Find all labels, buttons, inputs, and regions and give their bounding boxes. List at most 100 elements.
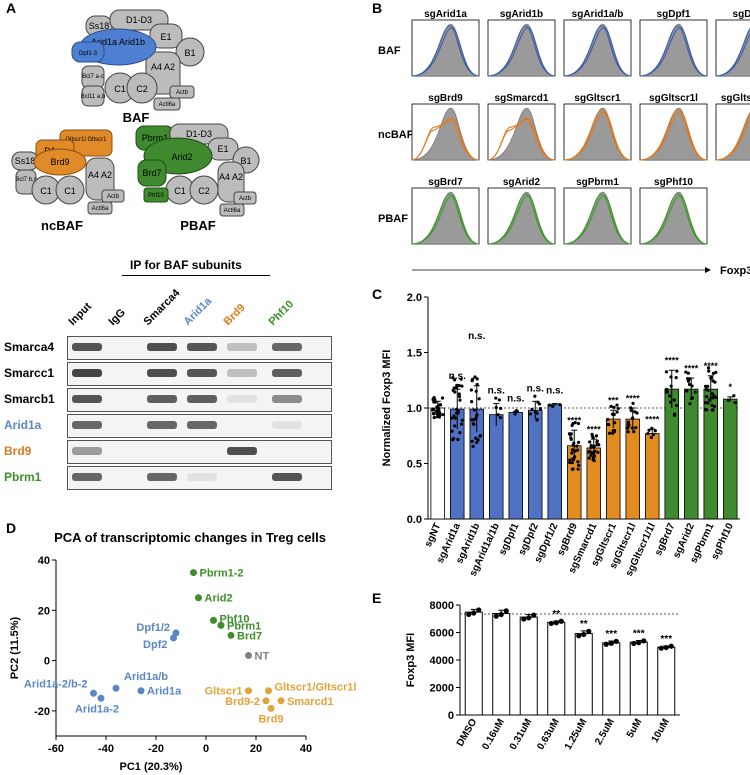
- c-data-point: [458, 398, 462, 402]
- e-data-point: [576, 633, 582, 639]
- blot-band: [187, 421, 217, 429]
- hist-sample-curve: [639, 27, 708, 77]
- c-data-point: [474, 436, 478, 440]
- c-data-point: [571, 467, 575, 471]
- blot-strip: [67, 414, 332, 438]
- c-data-point: [634, 426, 638, 430]
- c-data-point: [570, 461, 574, 465]
- blot-band: [272, 421, 302, 429]
- c-data-point: [646, 431, 650, 436]
- c-data-point: [626, 430, 630, 434]
- c-bar: [664, 388, 679, 520]
- ncbaf-complex: Gltscr1l Gltscr1 D1 Ss18 Brd9 Bcl7 b,c C…: [11, 129, 125, 233]
- blot-band: [72, 395, 102, 403]
- baf-dpf: Dpf1-3: [79, 51, 98, 57]
- c-data-point: [475, 382, 479, 387]
- baf-a4a2: A4 A2: [151, 62, 175, 72]
- c-data-point: [726, 398, 730, 403]
- ncbaf-c1a: C1: [40, 186, 52, 196]
- hist-sample-curve: [715, 116, 750, 161]
- c-data-point: [626, 426, 630, 430]
- blot-band: [147, 369, 177, 377]
- blot-row-label-smarca4: Smarca4: [4, 340, 55, 354]
- hist-row-label: BAF: [378, 45, 401, 57]
- d-y-tick-label: -20: [34, 706, 50, 718]
- c-data-point: [457, 392, 461, 396]
- pbaf-c2: C2: [198, 186, 210, 196]
- c-data-point: [629, 408, 633, 413]
- e-y-label: Foxp3 MFI: [405, 633, 417, 687]
- blot-band: [187, 369, 217, 377]
- e-category-label: 1.25uM: [563, 717, 589, 752]
- c-data-point: [613, 421, 617, 425]
- e-data-point: [631, 640, 637, 647]
- e-significance: ***: [633, 628, 645, 639]
- d-point-label: Dpf1/2: [136, 622, 170, 634]
- c-data-point: [477, 397, 481, 401]
- c-y-tick-label: 0.5: [407, 459, 422, 471]
- hist-sample-curve: [715, 28, 750, 77]
- c-bar: [645, 433, 660, 520]
- c-data-point: [711, 371, 716, 376]
- c-data-point: [569, 437, 573, 441]
- pbaf-phf10: Phf10: [148, 193, 164, 199]
- d-point: [217, 621, 225, 629]
- c-data-point: [712, 404, 717, 409]
- d-point: [262, 697, 270, 705]
- hist-title: sgArid1a/b: [572, 9, 624, 20]
- e-category-label: 5uM: [625, 717, 645, 740]
- hist-sample-curve: [639, 109, 708, 161]
- c-data-point: [704, 384, 708, 389]
- e-data-point: [658, 645, 664, 651]
- c-y-label: Normalized Foxp3 MFI: [381, 350, 393, 467]
- hist-title: sgArid2: [503, 177, 541, 188]
- e-y-tick-label: 8000: [430, 600, 454, 612]
- pbaf-d1d3: D1-D3: [186, 129, 212, 139]
- c-data-point: [576, 421, 581, 426]
- e-bar: [574, 633, 593, 716]
- c-data-point: [451, 438, 455, 442]
- c-data-point: [451, 388, 455, 392]
- c-data-point: [686, 379, 691, 383]
- d-point: [195, 594, 202, 602]
- c-data-point: [432, 412, 436, 416]
- blot-band: [272, 473, 302, 481]
- c-data-point: [551, 404, 555, 408]
- c-data-point: [471, 444, 475, 448]
- d-point: [267, 704, 275, 712]
- baf-d1d3: D1-D3: [126, 15, 152, 25]
- c-data-point: [576, 460, 580, 464]
- c-data-point: [703, 407, 708, 412]
- c-bar: [547, 404, 562, 520]
- c-data-point: [568, 460, 572, 465]
- c-significance: ****: [704, 361, 719, 371]
- e-bar: [602, 642, 621, 716]
- d-y-tick-label: 40: [38, 555, 50, 567]
- c-data-point: [606, 422, 610, 427]
- panel-letter-e: E: [372, 590, 382, 606]
- c-data-point: [469, 388, 473, 392]
- c-data-point: [714, 370, 718, 374]
- c-data-point: [706, 366, 711, 370]
- c-data-point: [733, 401, 737, 405]
- c-data-point: [451, 376, 455, 380]
- c-data-point: [687, 382, 692, 387]
- d-point-label: Arid1a/b: [124, 671, 168, 683]
- e-data-point: [466, 611, 472, 617]
- baf-c2: C2: [136, 84, 148, 94]
- c-data-point: [438, 413, 442, 417]
- lane-label-brd9: Brd9: [221, 301, 248, 328]
- c-data-point: [589, 445, 593, 449]
- c-data-point: [576, 440, 581, 444]
- e-significance: **: [552, 609, 560, 620]
- e-data-point: [641, 638, 647, 644]
- c-data-point: [713, 380, 717, 384]
- d-point: [227, 631, 235, 639]
- c-significance: n.s.: [488, 386, 505, 397]
- e-significance: ***: [660, 634, 672, 645]
- c-significance: ****: [626, 393, 641, 403]
- c-data-point: [453, 424, 457, 428]
- c-data-point: [456, 437, 460, 442]
- c-significance: n.s.: [449, 371, 466, 382]
- c-data-point: [675, 369, 679, 373]
